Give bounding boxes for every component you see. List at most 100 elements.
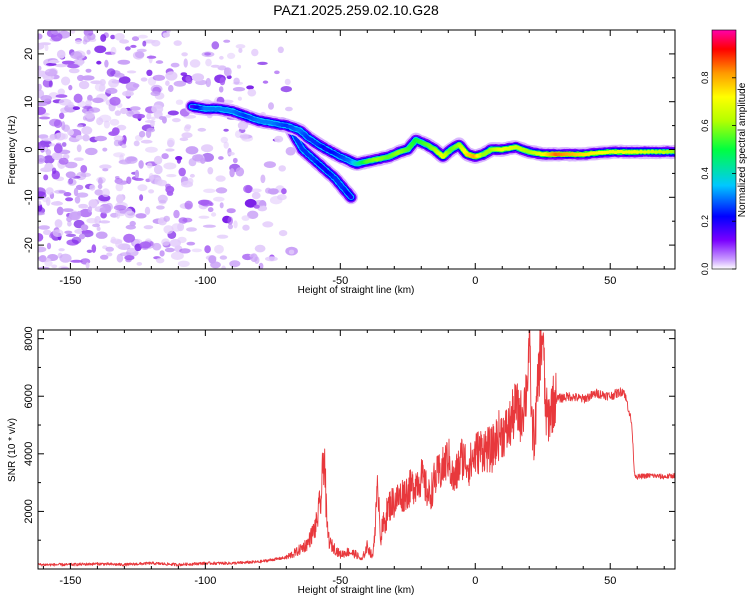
noise-blob bbox=[163, 162, 177, 170]
noise-blob bbox=[132, 113, 145, 119]
noise-blob bbox=[254, 244, 266, 253]
noise-blob bbox=[72, 106, 80, 111]
noise-blob bbox=[173, 80, 186, 87]
noise-blob bbox=[170, 62, 180, 68]
noise-blob bbox=[82, 105, 93, 109]
noise-blob bbox=[115, 239, 123, 249]
noise-blob bbox=[108, 78, 119, 88]
snr-frame bbox=[37, 329, 676, 570]
noise-blob bbox=[38, 233, 44, 242]
noise-blob bbox=[233, 220, 238, 229]
noise-blob bbox=[113, 72, 125, 78]
noise-blob bbox=[38, 225, 50, 230]
noise-blob bbox=[116, 210, 121, 219]
noise-blob bbox=[186, 241, 196, 246]
noise-blob bbox=[100, 34, 107, 42]
noise-blob bbox=[133, 140, 140, 147]
noise-blob bbox=[80, 224, 89, 231]
noise-blob bbox=[247, 210, 259, 219]
noise-blob bbox=[50, 32, 63, 42]
noise-blob bbox=[221, 265, 226, 269]
noise-blob bbox=[188, 158, 197, 167]
noise-blob bbox=[114, 110, 122, 116]
noise-blob bbox=[148, 172, 154, 183]
noise-blob bbox=[50, 30, 61, 35]
noise-blob bbox=[239, 133, 249, 141]
noise-blob bbox=[98, 84, 106, 92]
noise-blob bbox=[215, 187, 228, 194]
spectrogram-branch-mark bbox=[348, 195, 354, 199]
noise-blob bbox=[152, 242, 162, 251]
noise-blob bbox=[152, 74, 166, 81]
noise-blob bbox=[99, 220, 111, 224]
snr-y-tick-label: 4000 bbox=[23, 442, 35, 466]
noise-blob bbox=[165, 148, 175, 152]
spectrogram-ridge-mark bbox=[661, 150, 666, 154]
noise-blob bbox=[285, 146, 296, 156]
noise-blob bbox=[38, 116, 51, 120]
noise-blob bbox=[211, 212, 217, 217]
noise-blob bbox=[219, 55, 224, 60]
noise-blob bbox=[99, 206, 112, 214]
noise-blob bbox=[58, 265, 69, 269]
noise-blob bbox=[73, 93, 83, 104]
noise-blob bbox=[63, 192, 72, 197]
noise-blob bbox=[219, 202, 224, 209]
noise-blob bbox=[198, 215, 210, 219]
noise-blob bbox=[117, 180, 128, 186]
noise-blob bbox=[73, 157, 84, 161]
noise-blob bbox=[103, 120, 110, 129]
noise-blob bbox=[210, 64, 221, 68]
noise-blob bbox=[278, 165, 287, 172]
noise-blob bbox=[62, 208, 74, 213]
noise-blob bbox=[185, 75, 191, 82]
noise-blob bbox=[153, 155, 163, 165]
noise-blob bbox=[110, 236, 117, 244]
noise-blob bbox=[177, 236, 187, 244]
noise-blob bbox=[38, 246, 47, 253]
noise-blob bbox=[65, 171, 76, 179]
noise-blob bbox=[46, 62, 57, 66]
noise-blob bbox=[204, 245, 211, 254]
noise-blob bbox=[98, 177, 103, 186]
noise-blob bbox=[109, 118, 120, 126]
noise-blob bbox=[159, 250, 165, 257]
noise-blob bbox=[183, 125, 191, 132]
spectrogram-ridge-mark bbox=[665, 150, 670, 154]
noise-blob bbox=[58, 98, 72, 106]
noise-blob bbox=[207, 207, 214, 213]
noise-blob bbox=[64, 104, 77, 113]
noise-blob bbox=[218, 156, 224, 160]
noise-blob bbox=[242, 224, 250, 231]
noise-blob bbox=[92, 223, 101, 228]
spectrogram-ridge-mark bbox=[650, 149, 655, 154]
noise-blob bbox=[83, 30, 94, 37]
noise-blob bbox=[100, 211, 107, 219]
noise-blob bbox=[38, 200, 42, 206]
noise-blob bbox=[165, 80, 170, 86]
noise-blob bbox=[54, 189, 67, 194]
noise-blob bbox=[38, 65, 42, 71]
noise-blob bbox=[146, 55, 157, 59]
noise-blob bbox=[92, 97, 104, 104]
noise-blob bbox=[148, 189, 155, 194]
noise-blob bbox=[116, 194, 124, 204]
noise-blob bbox=[124, 210, 136, 219]
noise-blob bbox=[102, 147, 108, 152]
noise-blob bbox=[204, 52, 212, 56]
noise-blob bbox=[109, 96, 121, 106]
spectrogram-y-tick-label: 0 bbox=[23, 146, 35, 152]
noise-blob bbox=[250, 253, 258, 263]
noise-blob bbox=[78, 203, 88, 209]
noise-blob bbox=[96, 226, 101, 231]
noise-blob bbox=[191, 73, 205, 82]
noise-blob bbox=[89, 184, 96, 191]
noise-blob bbox=[198, 199, 210, 206]
noise-blob bbox=[125, 46, 131, 51]
spectrogram-ridge-mark bbox=[646, 150, 651, 154]
noise-blob bbox=[81, 126, 93, 135]
noise-blob bbox=[177, 222, 185, 232]
noise-blob bbox=[105, 87, 118, 94]
noise-blob bbox=[233, 77, 240, 85]
